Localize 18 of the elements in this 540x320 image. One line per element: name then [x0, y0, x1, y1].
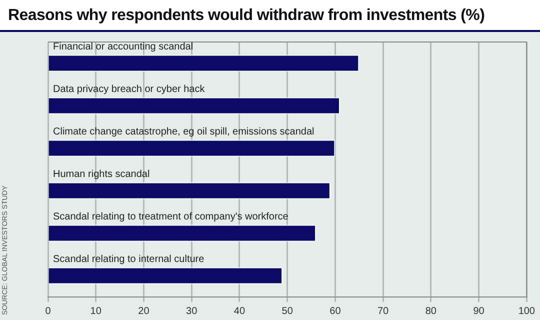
x-tick-label: 10 — [90, 306, 102, 317]
y-tick-label: Scandal relating to internal culture — [53, 254, 205, 265]
x-tick-label: 30 — [186, 306, 198, 317]
x-tick-label: 60 — [330, 306, 342, 317]
y-tick-label: Financial or accounting scandal — [53, 42, 194, 52]
y-tick-label: Data privacy breach or cyber hack — [53, 84, 206, 95]
x-tick-label: 40 — [234, 306, 246, 317]
chart-title: Reasons why respondents would withdraw from investments (%) — [0, 0, 540, 32]
y-tick-label: Climate change catastrophe, eg oil spill, emissions scandal — [53, 126, 314, 138]
x-tick-label: 70 — [378, 306, 390, 317]
x-tick-label: 100 — [518, 306, 536, 317]
x-tick-label: 20 — [138, 306, 150, 317]
y-tick-label: Human rights scandal — [53, 169, 150, 180]
x-tick-label: 80 — [425, 306, 437, 317]
x-tick-label: 90 — [473, 306, 485, 317]
x-tick-label: 0 — [45, 306, 52, 317]
y-tick-label: Scandal relating to treatment of company's workforce — [53, 212, 289, 222]
x-tick-label: 50 — [282, 306, 294, 317]
